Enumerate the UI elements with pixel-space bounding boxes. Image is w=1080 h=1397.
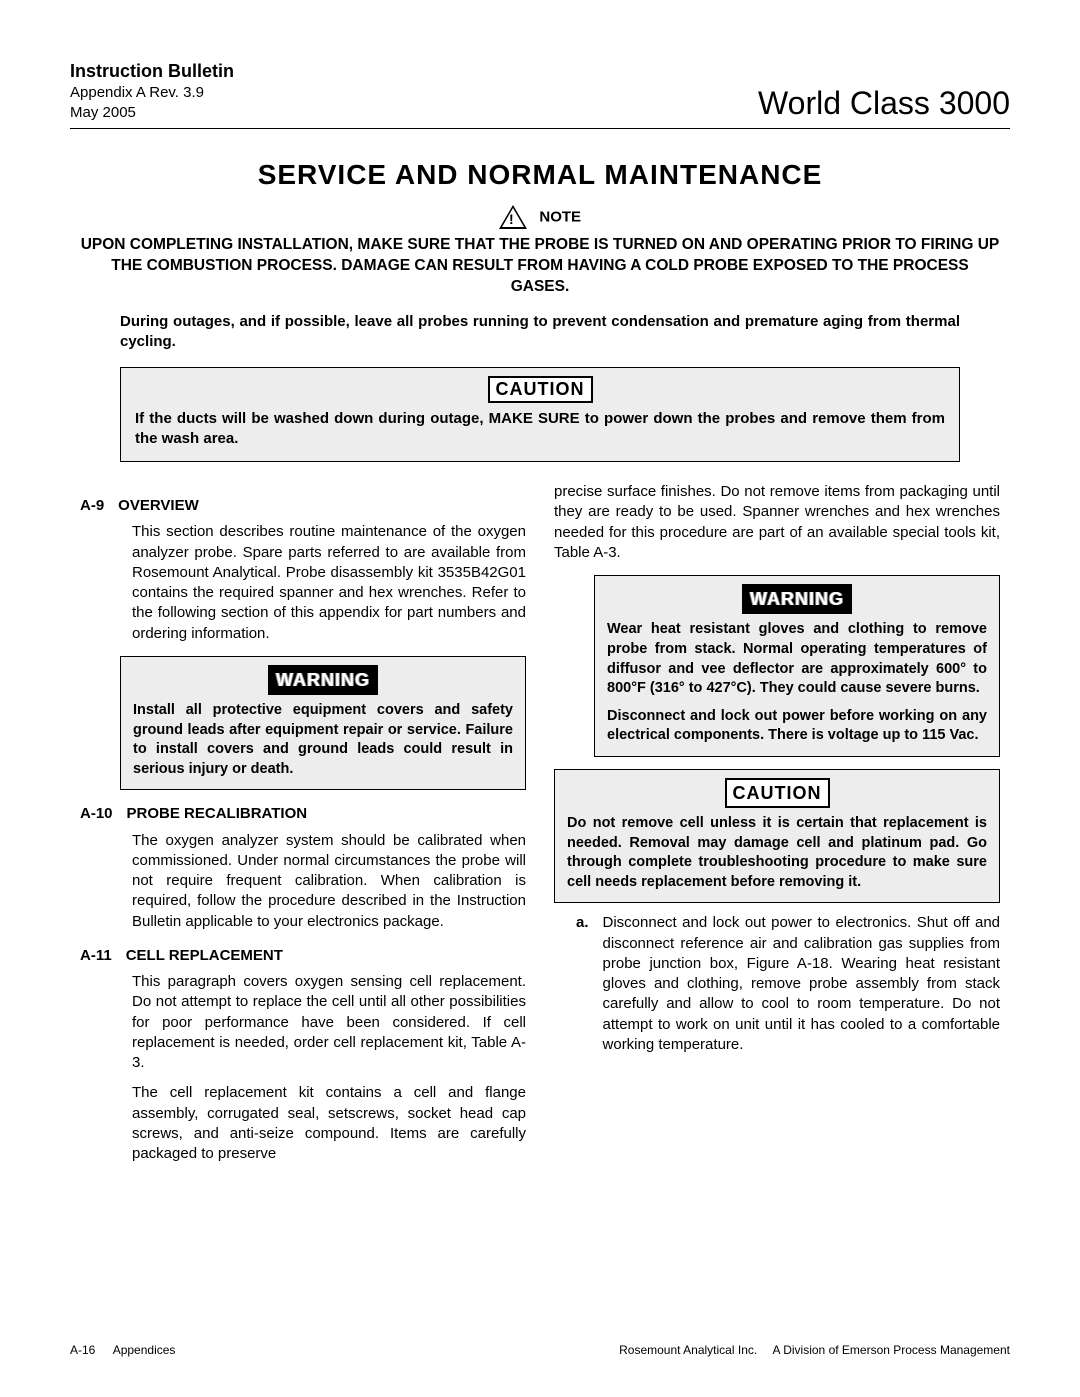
section-number: A-10 (80, 804, 113, 824)
footer-right: Rosemount Analytical Inc. A Division of … (619, 1343, 1010, 1357)
note-header: ! NOTE (70, 205, 1010, 229)
section-title: PROBE RECALIBRATION (127, 804, 308, 824)
page-header: Instruction Bulletin Appendix A Rev. 3.9… (70, 60, 1010, 129)
caution-title: CAUTION (725, 778, 830, 808)
caution-text: If the ducts will be washed down during … (135, 409, 945, 450)
section-a11-p2: The cell replacement kit contains a cell… (132, 1083, 526, 1164)
warning-box-2: WARNING Wear heat resistant gloves and c… (594, 575, 1000, 757)
footer-left: A-16 Appendices (70, 1343, 175, 1357)
step-text: Disconnect and lock out power to electro… (603, 913, 1000, 1055)
bulletin-title: Instruction Bulletin (70, 60, 234, 83)
note-body: UPON COMPLETING INSTALLATION, MAKE SURE … (80, 235, 1000, 298)
caution-title: CAUTION (488, 376, 593, 403)
caution-box-top: CAUTION If the ducts will be washed down… (120, 367, 960, 463)
header-date: May 2005 (70, 103, 234, 123)
section-a11-head: A-11 CELL REPLACEMENT (80, 946, 526, 966)
warning-p2: Disconnect and lock out power before wor… (607, 707, 987, 746)
section-a9-head: A-9 OVERVIEW (80, 496, 526, 516)
warning-box-1: WARNING Install all protective equipment… (120, 656, 526, 791)
document-title: SERVICE AND NORMAL MAINTENANCE (70, 159, 1010, 191)
warning-text: Install all protective equipment covers … (133, 701, 513, 779)
section-a10-body: The oxygen analyzer system should be cal… (132, 831, 526, 932)
warning-title: WARNING (268, 665, 378, 695)
step-a: a. Disconnect and lock out power to elec… (576, 913, 1000, 1055)
section-number: A-9 (80, 496, 104, 516)
warning-text: Wear heat resistant gloves and clothing … (607, 620, 987, 745)
note-label: NOTE (539, 209, 581, 226)
section-a11-p1: This paragraph covers oxygen sensing cel… (132, 972, 526, 1073)
page-number: A-16 (70, 1343, 95, 1357)
page-footer: A-16 Appendices Rosemount Analytical Inc… (70, 1343, 1010, 1357)
footer-company: Rosemount Analytical Inc. (619, 1343, 757, 1357)
alert-triangle-icon: ! (499, 205, 527, 229)
note-followup: During outages, and if possible, leave a… (120, 312, 960, 353)
header-left: Instruction Bulletin Appendix A Rev. 3.9… (70, 60, 234, 122)
two-column-body: A-9 OVERVIEW This section describes rout… (80, 482, 1000, 1174)
section-number: A-11 (80, 946, 112, 966)
section-a9-body: This section describes routine maintenan… (132, 522, 526, 644)
footer-division: A Division of Emerson Process Management (773, 1343, 1010, 1357)
footer-section: Appendices (113, 1343, 176, 1357)
caution-box-2: CAUTION Do not remove cell unless it is … (554, 769, 1000, 904)
section-title: OVERVIEW (118, 496, 199, 516)
section-title: CELL REPLACEMENT (126, 946, 283, 966)
continuation-text: precise surface finishes. Do not remove … (554, 482, 1000, 563)
caution-text: Do not remove cell unless it is certain … (567, 814, 987, 892)
warning-p1: Wear heat resistant gloves and clothing … (607, 620, 987, 698)
product-name: World Class 3000 (758, 85, 1010, 122)
step-label: a. (576, 913, 589, 1055)
warning-title: WARNING (742, 584, 852, 614)
section-a10-head: A-10 PROBE RECALIBRATION (80, 804, 526, 824)
appendix-rev: Appendix A Rev. 3.9 (70, 83, 234, 103)
right-column: precise surface finishes. Do not remove … (554, 482, 1000, 1174)
left-column: A-9 OVERVIEW This section describes rout… (80, 482, 526, 1174)
